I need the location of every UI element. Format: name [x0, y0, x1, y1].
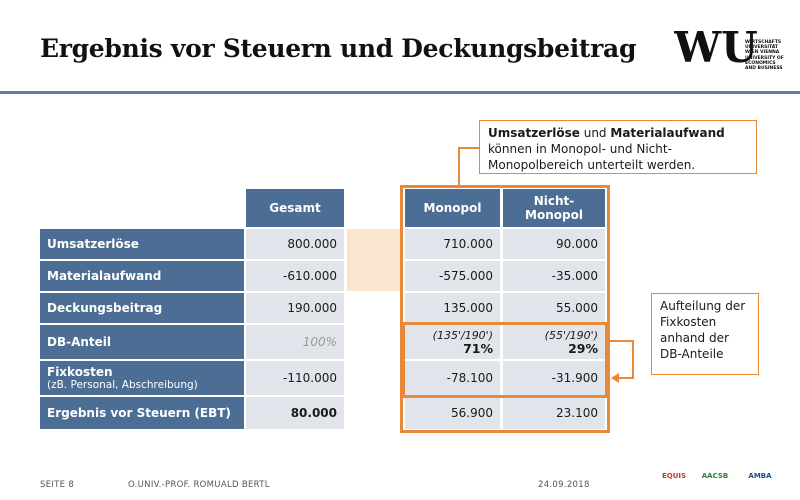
- header-monopol: Monopol: [405, 189, 500, 227]
- cell-monopol-deckungsbeitrag: 135.000: [405, 293, 500, 323]
- wu-logo-mark: WU: [674, 23, 758, 72]
- cell-gesamt-ebt: 80.000: [246, 397, 344, 429]
- cell-monopol-db-anteil: (135'/190') 71%: [405, 325, 500, 359]
- callout-fixkosten-line: anhand der: [660, 331, 729, 345]
- row-label-ebt: Ergebnis vor Steuern (EBT): [40, 397, 244, 429]
- segment-highlight-box: [400, 185, 610, 433]
- callout-mid: und: [579, 126, 611, 140]
- cell-nicht-db-anteil: (55'/190') 29%: [503, 325, 605, 359]
- row-label-fixkosten: Fixkosten (zB. Personal, Abschreibung): [40, 361, 244, 395]
- monopol-share-percent: 71%: [463, 341, 493, 356]
- row-label-umsatzerloese: Umsatzerlöse: [40, 229, 244, 259]
- allocation-connector-vertical: [632, 340, 634, 379]
- callout-bold-umsatz: Umsatzerlöse: [488, 126, 580, 140]
- callout-fixkosten: Aufteilung der Fixkosten anhand der DB-A…: [651, 293, 759, 375]
- highlight-band: [347, 229, 403, 291]
- allocation-connector-top: [608, 340, 634, 342]
- arrow-left-icon: [611, 373, 619, 383]
- header-nicht-monopol-line1: Nicht-: [533, 194, 575, 208]
- callout-connector-horizontal: [458, 147, 480, 149]
- allocation-connector-bottom: [618, 377, 634, 379]
- callout-fixkosten-line: Fixkosten: [660, 315, 717, 329]
- cell-gesamt-deckungsbeitrag: 190.000: [246, 293, 344, 323]
- callout-fixkosten-line: DB-Anteile: [660, 347, 724, 361]
- cell-nicht-materialaufwand: -35.000: [503, 261, 605, 291]
- footer-date: 24.09.2018: [538, 480, 590, 490]
- callout-segmentation: Umsatzerlöse und Materialaufwand können …: [479, 120, 757, 174]
- fixkosten-sublabel: (zB. Personal, Abschreibung): [47, 379, 198, 391]
- cell-gesamt-materialaufwand: -610.000: [246, 261, 344, 291]
- header-nicht-monopol-line2: Monopol: [525, 208, 583, 222]
- wu-logo-text: WU: [674, 23, 758, 72]
- row-label-deckungsbeitrag: Deckungsbeitrag: [40, 293, 244, 323]
- cell-nicht-umsatzerloese: 90.000: [503, 229, 605, 259]
- logo-line: WIEN VIENNA: [745, 50, 780, 56]
- logo-line: UNIVERSITÄT: [745, 45, 778, 51]
- footer-page-number: SEITE 8: [40, 480, 75, 490]
- cell-monopol-ebt: 56.900: [405, 397, 500, 429]
- cell-monopol-fixkosten: -78.100: [405, 361, 500, 395]
- cell-monopol-materialaufwand: -575.000: [405, 261, 500, 291]
- logo-line: WIRTSCHAFTS: [745, 40, 782, 45]
- cell-gesamt-db-anteil: 100%: [246, 325, 344, 359]
- callout-connector-vertical: [458, 147, 460, 186]
- nicht-share-percent: 29%: [568, 341, 598, 356]
- equis-logo: EQUIS: [661, 472, 687, 480]
- monopol-share-formula: (135'/190'): [432, 329, 493, 342]
- cell-monopol-umsatzerloese: 710.000: [405, 229, 500, 259]
- cell-gesamt-fixkosten: -110.000: [246, 361, 344, 395]
- aacsb-logo: AACSB: [701, 472, 729, 480]
- cell-nicht-ebt: 23.100: [503, 397, 605, 429]
- callout-segmentation-line3: Monopolbereich unterteilt werden.: [488, 158, 696, 172]
- row-label-db-anteil: DB-Anteil: [40, 325, 244, 359]
- logo-line: AND BUSINESS: [745, 66, 783, 72]
- fixkosten-allocation-box: [402, 322, 608, 398]
- logo-line: ECONOMICS: [745, 60, 776, 66]
- callout-segmentation-line1: Umsatzerlöse und Materialaufwand: [488, 125, 748, 141]
- header-gesamt: Gesamt: [246, 189, 344, 227]
- slide-title: Ergebnis vor Steuern und Deckungsbeitrag: [40, 34, 637, 63]
- callout-bold-material: Materialaufwand: [610, 126, 725, 140]
- cell-nicht-fixkosten: -31.900: [503, 361, 605, 395]
- fixkosten-label: Fixkosten: [47, 365, 113, 379]
- row-label-materialaufwand: Materialaufwand: [40, 261, 244, 291]
- logo-line: UNIVERSITY OF: [745, 55, 784, 61]
- logo-wordmark: WIRTSCHAFTS UNIVERSITÄT WIEN VIENNA UNIV…: [745, 40, 793, 71]
- header-nicht-monopol: Nicht- Monopol: [503, 189, 605, 227]
- amba-logo: AMBA: [748, 472, 772, 480]
- callout-fixkosten-line: Aufteilung der: [660, 299, 746, 313]
- title-divider: [0, 91, 800, 94]
- callout-segmentation-line2: können in Monopol- und Nicht-: [488, 142, 672, 156]
- nicht-share-formula: (55'/190'): [544, 329, 598, 342]
- cell-gesamt-umsatzerloese: 800.000: [246, 229, 344, 259]
- cell-nicht-deckungsbeitrag: 55.000: [503, 293, 605, 323]
- footer-author: O.UNIV.-PROF. ROMUALD BERTL: [128, 480, 270, 490]
